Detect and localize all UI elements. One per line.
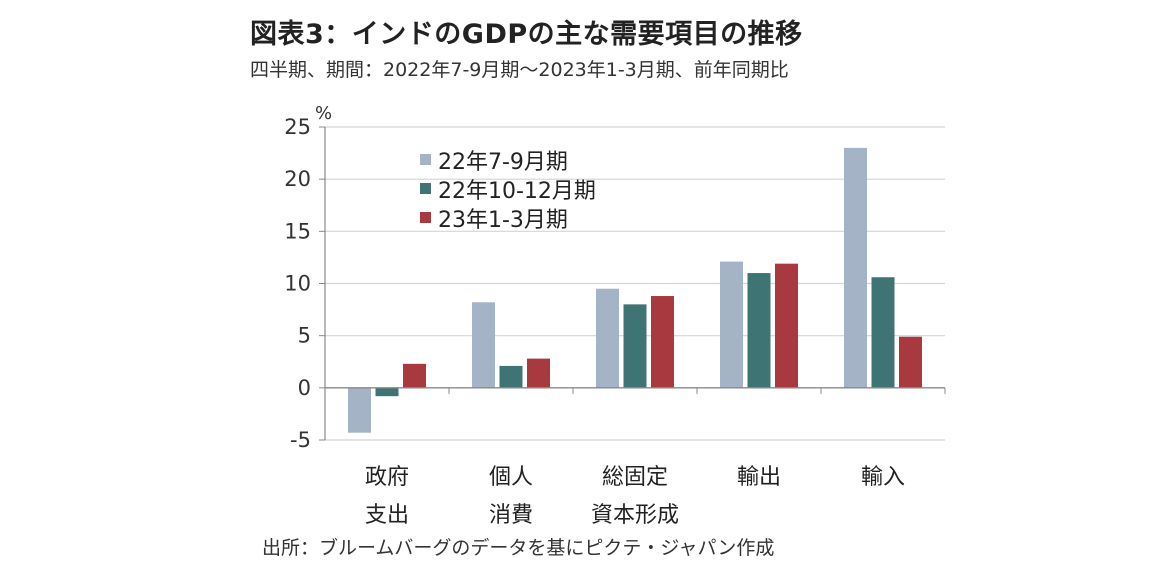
- x-category-label: 輸入: [861, 465, 905, 490]
- bar: [596, 288, 619, 388]
- x-category-label: 政府: [365, 465, 409, 490]
- bar: [720, 261, 743, 388]
- y-tick-label: 15: [284, 219, 311, 243]
- y-axis: %25 20 15 10 5 0 -5: [284, 103, 332, 452]
- legend-label: 22年10-12月期: [438, 179, 596, 204]
- y-tick-label: 10: [284, 272, 311, 296]
- legend-swatch: [420, 183, 431, 194]
- bar: [472, 302, 495, 388]
- x-category-label: 総固定: [602, 465, 668, 490]
- legend-label: 22年7-9月期: [438, 150, 568, 175]
- legend: 22年7-9月期 22年10-12月期 23年1-3月期: [420, 150, 596, 233]
- x-category-label: 個人: [489, 465, 533, 490]
- y-tick-label: 0: [298, 376, 311, 400]
- y-unit-label: %: [315, 103, 332, 124]
- x-category-label: 支出: [365, 503, 409, 528]
- bar: [871, 277, 895, 388]
- chart-subtitle: 四半期、期間：2022年7-9月期～2023年1-3月期、前年同期比: [250, 59, 789, 81]
- y-tick-label: 5: [298, 324, 311, 348]
- bar: [527, 358, 550, 388]
- legend-swatch: [420, 212, 431, 223]
- bar: [623, 304, 647, 388]
- x-category-label: 消費: [489, 503, 533, 528]
- legend-label: 23年1-3月期: [438, 208, 568, 233]
- chart-title: 図表3：インドのGDPの主な需要項目の推移: [250, 19, 803, 50]
- bar: [775, 263, 798, 388]
- bar: [651, 296, 674, 388]
- y-tick-label: 20: [284, 167, 311, 191]
- bars: [348, 147, 922, 433]
- bar: [899, 336, 922, 388]
- bar: [499, 365, 523, 388]
- bar: [375, 387, 399, 397]
- y-tick-label: -5: [290, 428, 311, 452]
- bar: [747, 273, 771, 388]
- x-category-label: 輸出: [737, 465, 781, 490]
- x-category-label: 資本形成: [591, 503, 679, 528]
- bar: [403, 363, 426, 388]
- y-tick-label: 25: [284, 115, 311, 139]
- bar: [844, 147, 867, 388]
- bar: [348, 387, 371, 433]
- legend-swatch: [420, 154, 431, 165]
- source-note: 出所：ブルームバーグのデータを基にピクテ・ジャパン作成: [262, 537, 775, 559]
